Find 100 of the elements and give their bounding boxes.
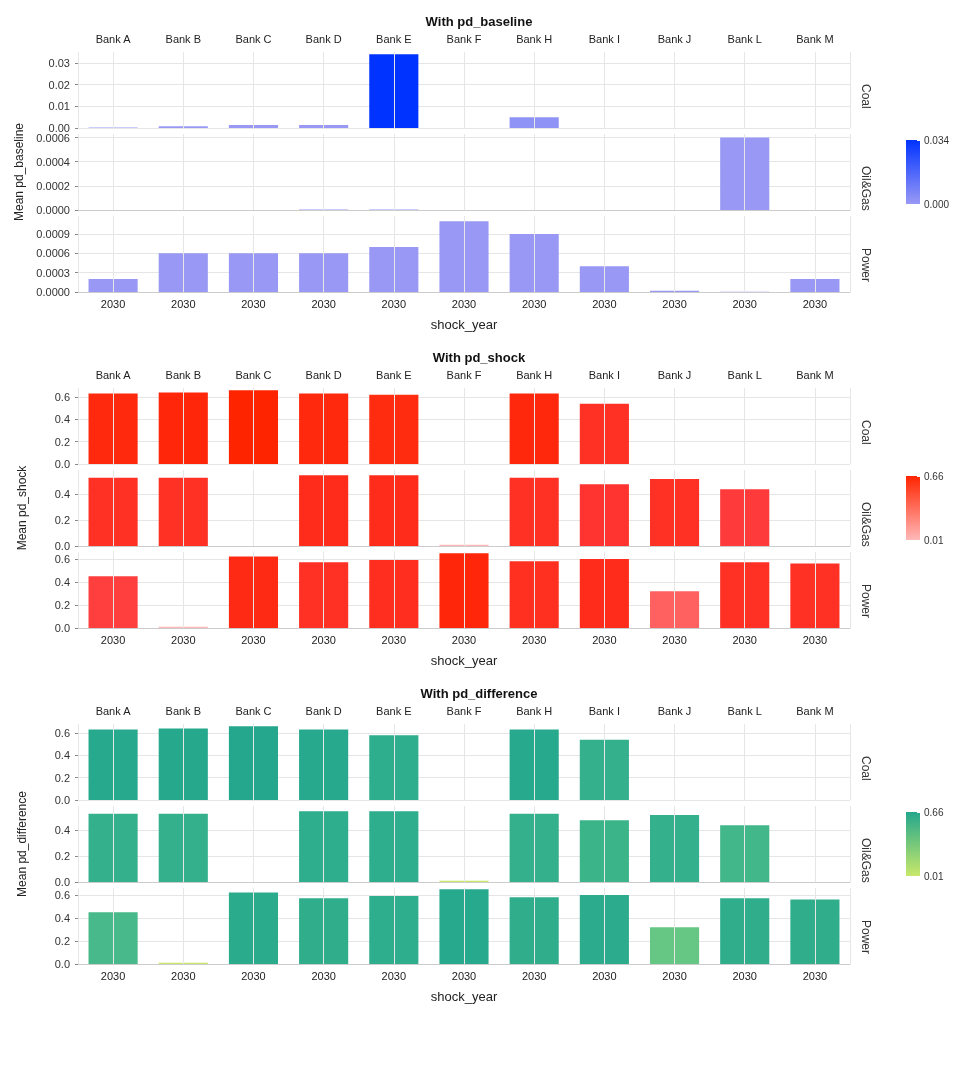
x-tick-label: 2030 <box>241 969 266 982</box>
y-tick-label: 0.4 <box>54 824 70 837</box>
x-tick-label: Bank A <box>95 368 132 381</box>
y2-axis-title: Power <box>859 920 873 955</box>
x-axis-title: shock_year <box>430 653 498 668</box>
bar <box>579 894 629 964</box>
color-bar-label: 0.66 <box>924 806 944 818</box>
x-tick-label: 2030 <box>802 969 828 982</box>
x-tick-label: 2030 <box>241 633 266 646</box>
x-tick-label: Bank M <box>796 32 834 45</box>
y-tick-label: 0.0006 <box>36 247 70 260</box>
bar <box>88 729 138 800</box>
x-tick-label: 2030 <box>100 633 126 646</box>
x-tick-label: Bank E <box>376 32 412 45</box>
x-tick-label: 2030 <box>662 969 687 982</box>
bar <box>299 253 349 292</box>
bar <box>369 811 419 882</box>
bar <box>88 576 138 628</box>
bar <box>228 390 279 464</box>
x-tick-label: Bank D <box>305 32 342 45</box>
y-tick-label: 0.0002 <box>36 179 70 192</box>
y-tick-label: 0.4 <box>54 413 70 426</box>
y-tick-label: 0.01 <box>48 100 70 113</box>
bar <box>369 735 419 800</box>
x-tick-label: 2030 <box>100 969 126 982</box>
x-tick-label: 2030 <box>241 297 266 310</box>
x-tick-label: 2030 <box>592 969 617 982</box>
bar <box>88 912 138 964</box>
bar <box>299 562 349 628</box>
x-tick-label: 2030 <box>802 633 828 646</box>
y-tick-label: 0.0006 <box>36 131 70 144</box>
x-tick-label: 2030 <box>311 633 336 646</box>
color-bar-label: 0.000 <box>924 198 950 210</box>
y-tick-label: 0.4 <box>54 749 70 762</box>
x-tick-label: Bank F <box>446 32 482 45</box>
y-tick-label: 0.2 <box>54 435 70 448</box>
x-tick-label: Bank H <box>516 32 553 45</box>
bar <box>299 729 349 800</box>
bar <box>439 553 489 628</box>
y-tick-label: 0.6 <box>54 552 70 565</box>
x-tick-label: 2030 <box>521 297 547 310</box>
x-tick-label: 2030 <box>662 297 687 310</box>
x-tick-label: Bank I <box>588 704 620 717</box>
bar <box>720 562 770 628</box>
x-tick-label: 2030 <box>662 633 687 646</box>
x-tick-label: 2030 <box>521 633 547 646</box>
x-tick-label: 2030 <box>311 297 336 310</box>
color-bar-label: 0.01 <box>924 534 944 546</box>
x-tick-label: Bank E <box>376 704 412 717</box>
x-tick-label: 2030 <box>732 633 757 646</box>
x-tick-label: 2030 <box>521 969 547 982</box>
bar <box>649 591 700 628</box>
y-tick-label: 0.0 <box>54 540 70 552</box>
color-bar-label: 0.01 <box>924 870 944 882</box>
bar <box>509 477 559 546</box>
x-tick-label: 2030 <box>171 633 196 646</box>
y-tick-label: 0.0003 <box>36 266 70 279</box>
x-tick-label: 2030 <box>381 969 407 982</box>
bar <box>720 489 770 546</box>
bar <box>369 560 419 628</box>
x-tick-label: Bank A <box>95 32 132 45</box>
y2-axis-title: Coal <box>859 84 873 109</box>
bar <box>369 475 419 546</box>
y-tick-label: 0.2 <box>54 598 70 611</box>
y-axis-title: Mean pd_baseline <box>12 122 27 222</box>
bar <box>228 892 279 964</box>
x-tick-label: 2030 <box>100 297 126 310</box>
bar <box>439 221 489 292</box>
bar <box>649 815 700 882</box>
bar <box>369 246 419 292</box>
y-tick-label: 0.0009 <box>36 228 70 241</box>
bar <box>509 117 559 128</box>
bar <box>649 927 700 964</box>
x-tick-label: Bank L <box>727 368 762 381</box>
x-axis-title: shock_year <box>430 317 498 332</box>
color-bar-label: 0.034 <box>924 134 950 146</box>
x-tick-label: 2030 <box>311 969 336 982</box>
chart-title: With pd_baseline <box>425 14 533 29</box>
x-tick-label: Bank F <box>446 368 482 381</box>
x-tick-label: Bank L <box>727 32 762 45</box>
x-tick-label: Bank L <box>727 704 762 717</box>
x-tick-label: Bank F <box>446 704 482 717</box>
y-tick-label: 0.2 <box>54 771 70 784</box>
bar <box>509 393 559 464</box>
x-tick-label: 2030 <box>802 297 828 310</box>
bar <box>579 820 629 882</box>
y-tick-label: 0.0 <box>54 958 70 970</box>
x-tick-label: Bank J <box>657 32 692 45</box>
x-tick-label: Bank J <box>657 368 692 381</box>
x-tick-label: Bank B <box>165 368 202 381</box>
bar <box>579 266 629 292</box>
bar <box>579 403 629 464</box>
x-tick-label: 2030 <box>381 297 407 310</box>
x-tick-label: Bank M <box>796 704 834 717</box>
bar <box>509 561 559 628</box>
chart-title: With pd_shock <box>432 350 526 365</box>
x-tick-label: 2030 <box>381 633 407 646</box>
x-tick-label: Bank H <box>516 368 553 381</box>
y-axis-title: Mean pd_difference <box>15 790 29 897</box>
bar <box>299 393 349 464</box>
